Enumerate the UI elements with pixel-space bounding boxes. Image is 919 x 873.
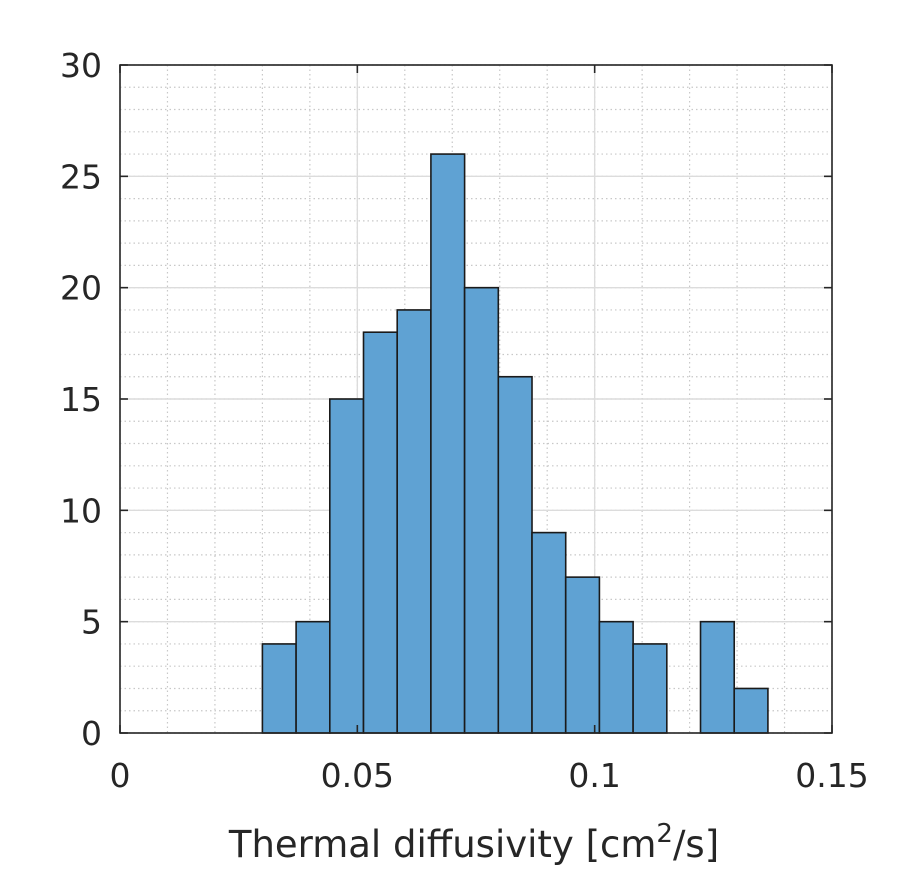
x-tick-labels: 0 0.05 0.1 0.15 xyxy=(110,756,869,795)
y-tick-label: 0 xyxy=(81,714,102,753)
x-axis-label: Thermal diffusivity [cm2/s] xyxy=(228,819,719,866)
histogram-bar xyxy=(699,620,736,734)
y-tick-label: 20 xyxy=(60,269,102,308)
x-tick-label: 0.1 xyxy=(568,756,620,795)
y-tick-label: 25 xyxy=(60,157,102,196)
histogram-bar xyxy=(430,153,466,734)
y-tick-label: 5 xyxy=(81,603,102,642)
y-tick-label: 15 xyxy=(60,380,102,419)
histogram-bar xyxy=(531,531,567,734)
y-tick-labels: 0 5 10 15 20 25 30 xyxy=(60,46,102,753)
x-tick-label: 0 xyxy=(110,756,131,795)
histogram-bars xyxy=(261,153,769,734)
histogram-bar xyxy=(598,620,634,734)
histogram-bar xyxy=(396,309,432,734)
histogram-bar xyxy=(362,331,399,734)
histogram-bar xyxy=(632,643,668,734)
histogram-bar xyxy=(733,687,769,734)
histogram-bar xyxy=(497,375,533,734)
x-tick-label: 0.15 xyxy=(795,756,868,795)
histogram-bar xyxy=(295,620,331,734)
axis-ticks xyxy=(119,64,833,734)
histogram-bar xyxy=(261,643,297,734)
x-tick-label: 0.05 xyxy=(321,756,394,795)
y-tick-label: 30 xyxy=(60,46,102,85)
histogram-bar xyxy=(329,398,365,734)
histogram-bar xyxy=(463,286,500,734)
y-tick-label: 10 xyxy=(60,491,102,530)
histogram-bar xyxy=(564,576,601,734)
